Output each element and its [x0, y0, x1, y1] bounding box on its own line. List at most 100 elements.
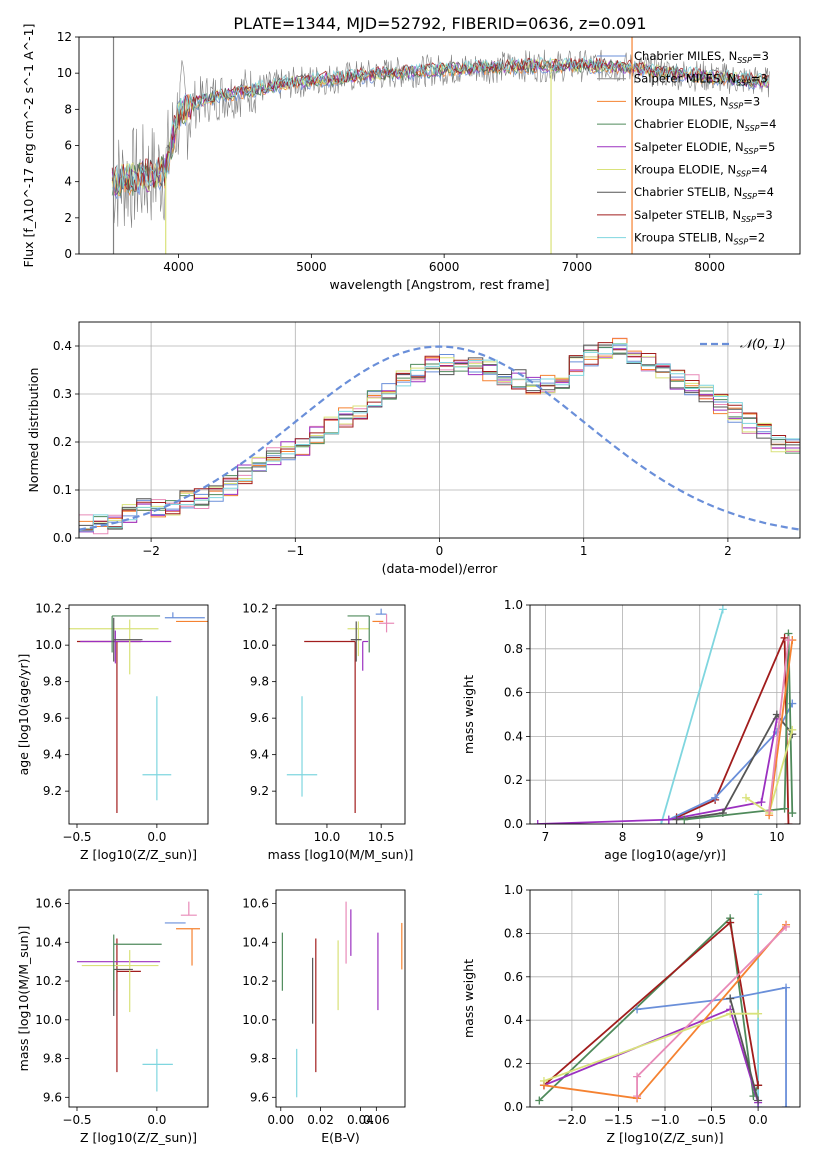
y-tick-label: 9.6 — [43, 711, 62, 725]
weight-marker — [788, 725, 797, 734]
x-axis-label: E(B-V) — [321, 1130, 360, 1145]
mass_vs_Z-points — [76, 901, 201, 1092]
legend-suffix: =3 — [752, 49, 769, 63]
errorbar-point — [304, 640, 356, 814]
mass_vs_EBV-frame — [275, 889, 406, 1108]
legend-subscript: SSP — [744, 147, 759, 156]
y-tick-label: 10.2 — [35, 974, 62, 988]
x-tick-label: 5000 — [296, 260, 327, 274]
age_vs_mass-axes: 10.0 10.5 9.2 9.4 9.6 9.8 10.0 10.2 mass [log10(… — [242, 602, 413, 862]
legend-label: Chabrier ELODIE, NSSP=4 — [634, 117, 776, 133]
residuals-frame — [78, 321, 801, 539]
legend-label: Kroupa STELIB, NSSP=2 — [634, 231, 765, 247]
legend-subscript: SSP — [742, 192, 757, 201]
weight_vs_age-axes: 7 8 9 10 0.0 0.2 0.4 0.6 0.8 1.0 age [log10(age/yr… — [461, 598, 800, 862]
legend-suffix: =3 — [756, 208, 773, 222]
y-tick-label: 2 — [64, 211, 72, 225]
weight-marker — [757, 798, 766, 807]
legend-label: Salpeter ELODIE, NSSP=5 — [634, 140, 775, 156]
mass_vs_Z-axes: −0.5 0.0 9.6 9.8 10.0 10.2 10.4 10.6 Z [log10(Z/… — [16, 897, 197, 1145]
y-tick-label: 10 — [57, 66, 72, 80]
x-tick-label: 1 — [580, 544, 588, 558]
x-tick-label: 10 — [769, 830, 784, 844]
errorbar-point — [176, 928, 201, 966]
legend-subscript: SSP — [734, 238, 749, 247]
spectrum-axes: 4000 5000 6000 7000 8000 0 2 4 6 8 10 12 wavelength … — [21, 24, 725, 292]
x-tick-label: −0.5 — [697, 1113, 726, 1127]
legend-subscript: SSP — [729, 101, 744, 110]
y-tick-label: 12 — [57, 30, 72, 44]
y-tick-label: 10.4 — [242, 935, 269, 949]
y-tick-label: 0.8 — [504, 642, 523, 656]
legend-label: Chabrier STELIB, NSSP=4 — [634, 185, 774, 201]
legend-suffix: =3 — [743, 94, 760, 108]
legend-suffix: =3 — [751, 72, 768, 86]
legend-subscript: SSP — [741, 215, 756, 224]
x-tick-label: 8 — [619, 830, 627, 844]
legend-suffix: =4 — [757, 185, 774, 199]
x-tick-label: 7 — [542, 830, 550, 844]
histograms — [79, 337, 800, 538]
weight-marker — [726, 1009, 735, 1018]
y-tick-label: 9.8 — [250, 1052, 269, 1066]
x-axis-label: wavelength [Angstrom, rest frame] — [329, 277, 549, 292]
x-axis-label: Z [log10(Z/Z_sun)] — [607, 1130, 724, 1145]
y-tick-label: 0.2 — [53, 435, 72, 449]
spectrum-frame — [78, 36, 801, 255]
y-tick-label: 9.6 — [43, 1090, 62, 1104]
legend-suffix: =4 — [751, 163, 768, 177]
x-tick-label: −0.5 — [62, 830, 91, 844]
y-axis-label: Flux [f_λ10^-17 erg cm^-2 s^-1 A^-1] — [21, 24, 36, 268]
mass_vs_EBV-points — [281, 901, 403, 1098]
y-tick-label: 10.0 — [242, 638, 269, 652]
y-tick-label: 9.4 — [250, 748, 269, 762]
weight_vs_age-frame — [529, 604, 801, 825]
y-tick-label: 10.6 — [242, 897, 269, 911]
weight-series-line — [543, 1008, 759, 1103]
errorbar-point — [81, 950, 159, 1013]
weight-marker — [754, 1096, 763, 1105]
y-tick-label: 1.0 — [504, 883, 523, 897]
x-tick-label: −2 — [142, 544, 160, 558]
weight-series-line — [768, 639, 790, 811]
y-tick-label: 0.4 — [53, 339, 72, 353]
weight-marker — [680, 815, 689, 824]
y-tick-label: 10.2 — [35, 602, 62, 616]
x-tick-label: 0.0 — [147, 1113, 166, 1127]
weight-marker — [718, 605, 727, 614]
errorbar-point — [76, 640, 141, 814]
errorbar-point — [69, 619, 159, 675]
weight_vs_age-series — [533, 605, 797, 824]
x-axis-label: Z [log10(Z/Z_sun)] — [80, 1130, 197, 1145]
x-tick-label: 8000 — [694, 260, 725, 274]
weight-marker — [633, 1005, 642, 1014]
age_vs_Z-frame — [68, 604, 209, 825]
x-tick-label: 0.0 — [147, 830, 166, 844]
weight-marker — [535, 1096, 544, 1105]
legend-suffix: =2 — [748, 231, 765, 245]
y-tick-label: 9.8 — [43, 675, 62, 689]
errorbar-point — [142, 696, 172, 801]
errorbar-point — [142, 1048, 173, 1092]
errorbar-point — [375, 608, 387, 615]
y-tick-label: 0.6 — [504, 686, 523, 700]
x-tick-label: 7000 — [562, 260, 593, 274]
weight-series-line — [537, 718, 778, 824]
legend-label: Kroupa MILES, NSSP=3 — [634, 94, 760, 110]
x-tick-label: 10.0 — [314, 830, 341, 844]
weight-marker — [784, 820, 793, 824]
weight-marker — [765, 806, 774, 815]
weight-marker — [726, 994, 735, 1003]
weight-marker — [782, 922, 791, 931]
weight-series-line — [729, 998, 759, 1101]
weight-series-line — [636, 986, 787, 1107]
x-tick-label: −1 — [286, 544, 304, 558]
legend-suffix: =5 — [758, 140, 775, 154]
x-tick-label: 2 — [724, 544, 732, 558]
y-tick-label: 10.6 — [35, 897, 62, 911]
x-tick-label: 0.0 — [749, 1113, 768, 1127]
weight-marker — [784, 636, 793, 645]
model-spectrum-line — [111, 56, 770, 194]
errorbar-point — [111, 615, 161, 653]
weight-series-line — [684, 633, 794, 821]
